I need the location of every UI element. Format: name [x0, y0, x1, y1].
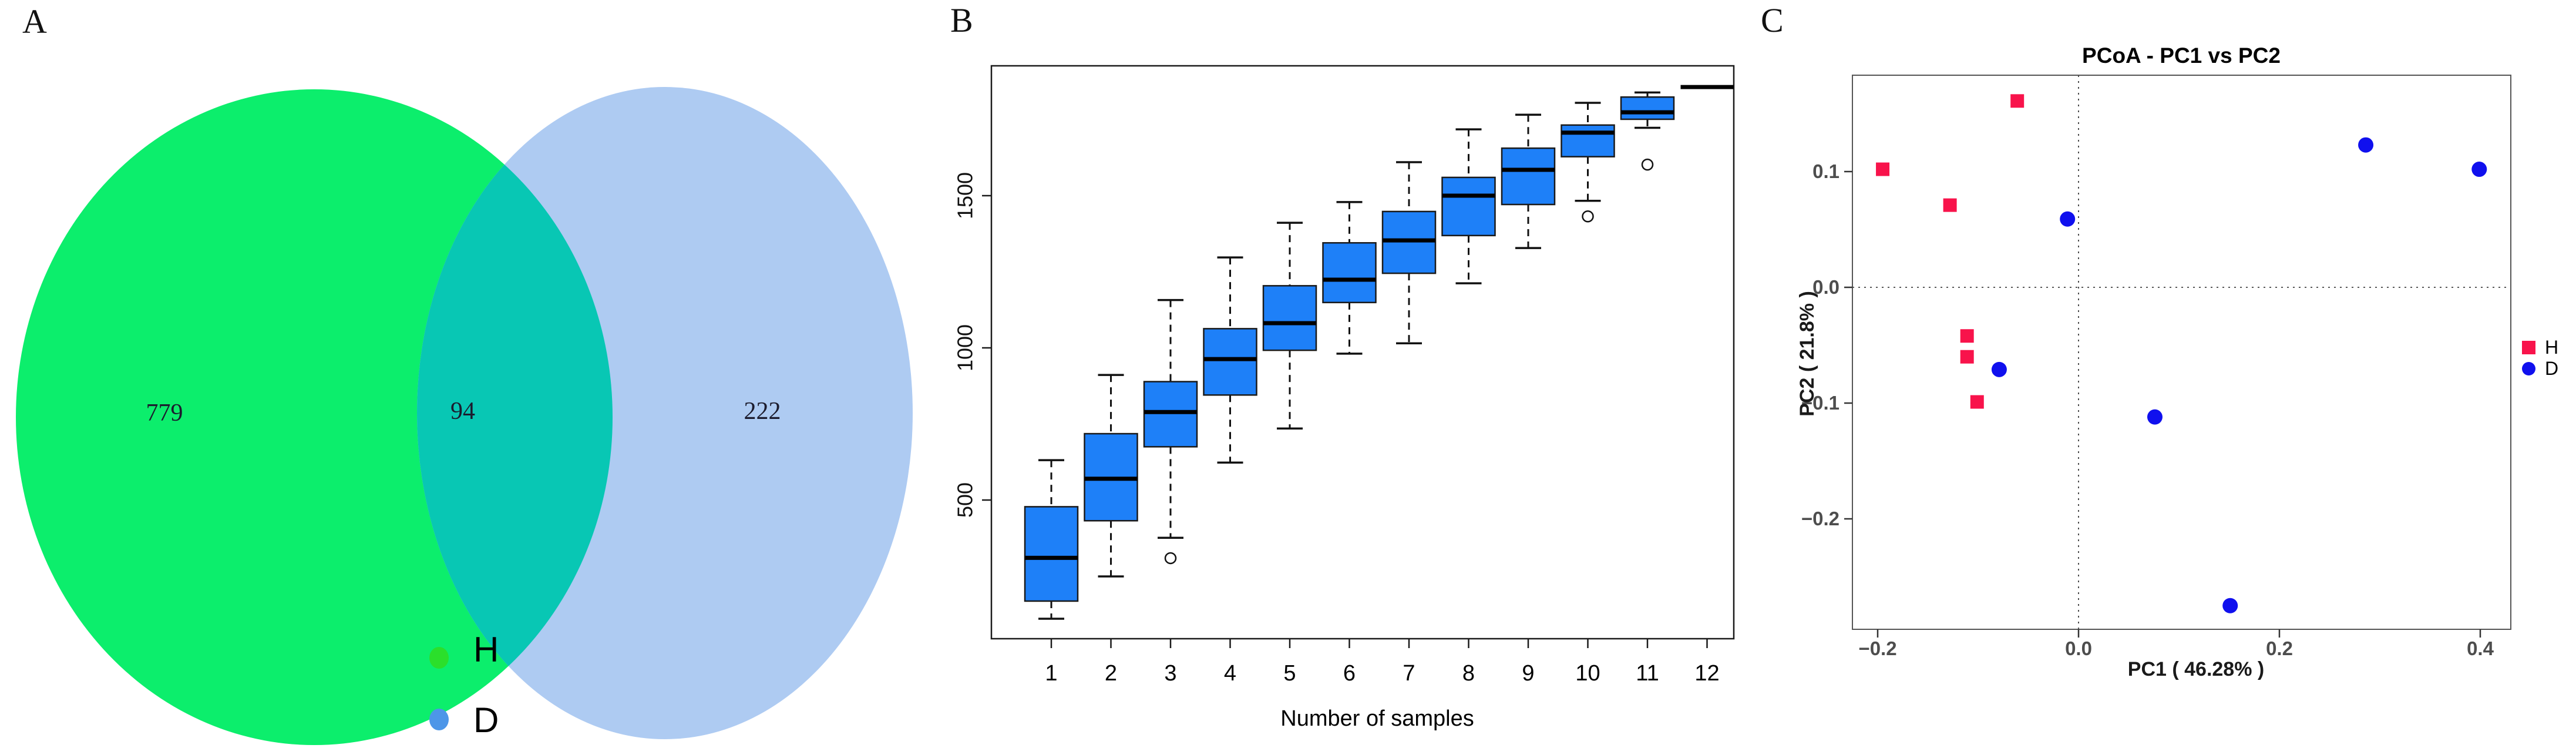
scatter-point-d: [2471, 162, 2487, 177]
scatter-point-h: [1960, 329, 1974, 343]
x-tick-label: 2: [1105, 661, 1117, 686]
x-tick-label: 7: [1403, 661, 1415, 686]
x-tick-label: 6: [1343, 661, 1356, 686]
venn-overlap-region: [417, 89, 613, 739]
scatter-point-d: [1991, 361, 2007, 377]
y-tick-label: 0.0: [1812, 276, 1839, 298]
box: [1024, 506, 1079, 602]
scatter-point-d: [2358, 137, 2374, 153]
x-tick-label: 5: [1283, 661, 1296, 686]
outlier-point: [1641, 158, 1654, 171]
panel-c-letter: C: [1761, 1, 1784, 39]
x-tick-label: 8: [1462, 661, 1475, 686]
scatter-point-h: [1960, 350, 1974, 364]
x-tick-label: 9: [1522, 661, 1534, 686]
pcoa-scatter-chart: −0.2 0.0 0.2 0.4 −0.2 −0.1 0.0 0.1: [1801, 75, 2511, 659]
x-tick-label: 0.4: [2467, 638, 2494, 659]
panel-a-letter: A: [22, 2, 47, 41]
box: [1620, 96, 1675, 120]
pcoa-legend-d-circle: [2522, 361, 2535, 375]
box: [1322, 242, 1377, 304]
y-tick-label: 0.1: [1812, 160, 1839, 182]
x-tick-label: 3: [1164, 661, 1176, 686]
pcoa-legend-row-d: D: [2522, 358, 2559, 379]
venn-legend-h-dot: [429, 647, 449, 669]
x-tick-label: 11: [1636, 661, 1659, 686]
pcoa-legend-row-h: H: [2522, 337, 2559, 358]
y-tick-label: 1000: [953, 324, 977, 371]
box: [1203, 328, 1257, 396]
scatter-point-d: [2060, 211, 2076, 227]
x-tick-label: −0.2: [1858, 638, 1896, 659]
box: [1501, 147, 1556, 206]
box: [1561, 124, 1615, 157]
boxplot-x-axis-label: Number of samples: [1280, 706, 1474, 731]
venn-diagram: [16, 87, 913, 745]
scatter-point-h: [1876, 162, 1890, 176]
box: [1441, 176, 1496, 237]
y-tick-label: −0.1: [1801, 392, 1839, 414]
venn-count-h-only: 779: [146, 400, 183, 427]
pcoa-legend-h-square: [2522, 340, 2535, 354]
venn-count-d-only: 222: [744, 398, 781, 425]
outlier-point: [1164, 552, 1177, 565]
box: [1143, 381, 1198, 448]
pcoa-title: PCoA - PC1 vs PC2: [2082, 43, 2281, 68]
x-tick-label: 12: [1694, 661, 1719, 686]
x-tick-label: 0.0: [2065, 638, 2092, 659]
pcoa-y-axis-label: PC2 ( 21.8% ): [1796, 291, 1818, 417]
scatter-point-h: [1970, 395, 1984, 409]
pcoa-legend-d-label: D: [2545, 358, 2559, 379]
pcoa-x-axis-label: PC1 ( 46.28% ): [2127, 658, 2265, 680]
scatter-point-h: [1943, 198, 1957, 212]
venn-legend-d-dot: [429, 709, 449, 730]
y-tick-label: −0.2: [1801, 508, 1839, 529]
box: [1262, 285, 1317, 351]
x-tick-label: 0.2: [2266, 638, 2293, 659]
outlier-point: [1582, 210, 1594, 223]
pcoa-legend-h-label: H: [2545, 337, 2559, 358]
scatter-frame: [1852, 75, 2511, 630]
scatter-point-d: [2147, 409, 2163, 425]
x-tick-label: 4: [1224, 661, 1236, 686]
panel-b-letter: B: [950, 1, 973, 39]
pcoa-legend: H D: [2522, 338, 2558, 381]
y-tick-label: 1500: [953, 172, 977, 219]
venn-legend-h-label: H: [473, 630, 499, 669]
y-tick-label: 500: [953, 482, 977, 518]
scatter-point-h: [2010, 94, 2025, 108]
venn-count-overlap: 94: [450, 398, 475, 425]
venn-legend-d-label: D: [473, 700, 499, 740]
x-tick-label: 10: [1575, 661, 1600, 686]
boxplot-frame: [990, 65, 1735, 640]
scatter-point-d: [2222, 598, 2238, 613]
x-tick-label: 1: [1045, 661, 1057, 686]
